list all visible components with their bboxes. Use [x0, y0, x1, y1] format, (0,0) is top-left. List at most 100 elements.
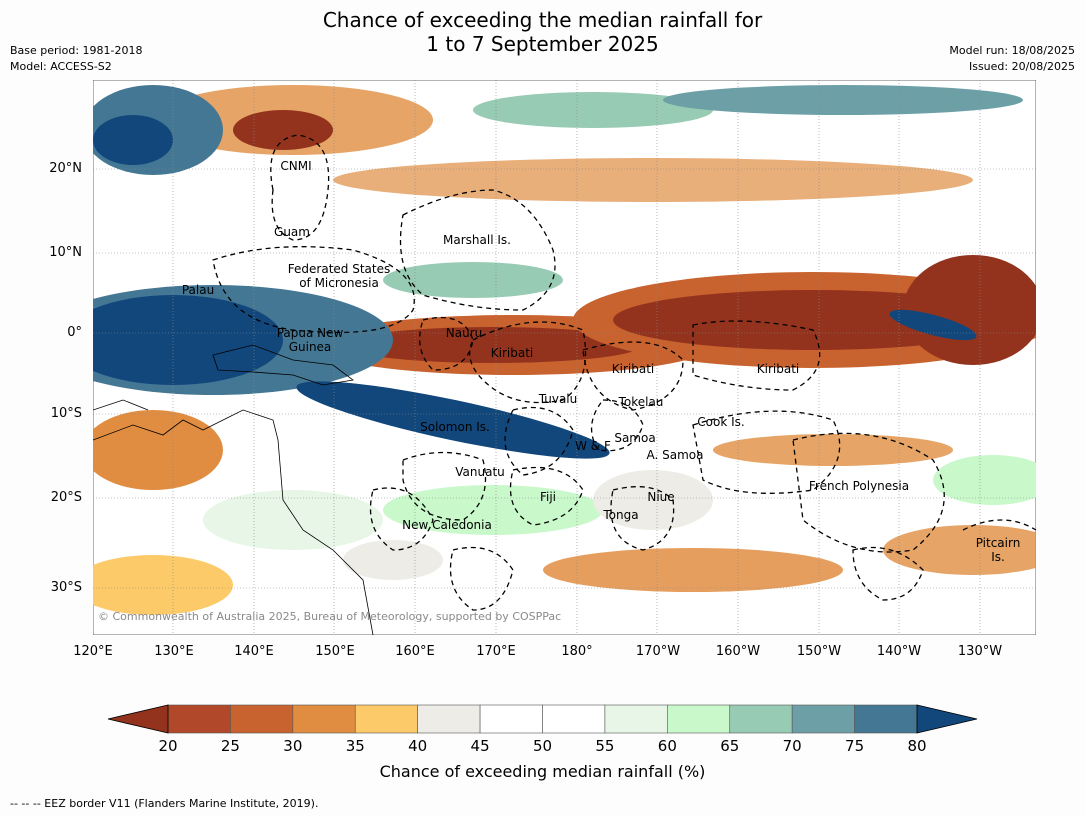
region-label: Kiribati [611, 362, 655, 376]
colorbar-tick-label: 40 [408, 737, 428, 755]
colorbar-label: Chance of exceeding median rainfall (%) [379, 762, 706, 781]
rainfall-field [93, 85, 1036, 615]
latitude-label: 10°N [49, 245, 82, 260]
title-line-2: 1 to 7 September 2025 [426, 32, 659, 56]
longitude-label: 170°E [476, 644, 516, 659]
region-label: Federated States of Micronesia [287, 262, 391, 290]
latitude-label: 0° [67, 325, 82, 340]
wet-anomaly-area [93, 115, 173, 165]
colorbar-high-extension [916, 704, 978, 734]
region-label: French Polynesia [808, 479, 910, 493]
colorbar-segment [667, 704, 731, 734]
wet-anomaly-area [383, 262, 563, 298]
longitude-label: 120°E [73, 644, 113, 659]
colorbar-tick-label: 20 [158, 737, 178, 755]
region-label: W & F [575, 439, 611, 453]
dry-anomaly-area [233, 110, 333, 150]
coastlines [93, 344, 374, 635]
latitude-label: 20°N [49, 161, 82, 176]
gridlines [93, 80, 1036, 635]
wet-anomaly-area [203, 490, 383, 550]
model-name: Model: ACCESS-S2 [10, 60, 112, 73]
eez-borders [212, 134, 1036, 611]
region-label: Kiribati [490, 346, 534, 360]
colorbar-tick-label: 30 [283, 737, 303, 755]
longitude-label: 150°W [796, 644, 842, 659]
wet-anomaly-area [663, 85, 1023, 115]
region-label: Nauru [445, 326, 483, 340]
longitude-label: 160°W [715, 644, 761, 659]
region-label: Kiribati [756, 362, 800, 376]
region-label: Pitcairn Is. [975, 536, 1021, 564]
colorbar-segment [542, 704, 606, 734]
wet-anomaly-area [93, 295, 283, 385]
colorbar-tick-label: 25 [220, 737, 240, 755]
region-label: Guam [274, 225, 310, 239]
region-label: Marshall Is. [443, 233, 511, 247]
latitude-label: 30°S [50, 580, 82, 595]
longitude-label: 130°W [957, 644, 1003, 659]
region-label: Papua New Guinea [276, 326, 344, 354]
region-label: A. Samoa [646, 448, 704, 462]
longitude-label: 140°W [876, 644, 922, 659]
longitude-label: 170°W [635, 644, 681, 659]
neutral-area [343, 540, 443, 580]
dry-anomaly-area [93, 555, 233, 615]
region-label: CNMI [280, 159, 312, 173]
region-label: Niue [647, 490, 675, 504]
dry-anomaly-area [343, 327, 643, 363]
longitude-label: 160°E [395, 644, 435, 659]
colorbar-tick-label: 55 [595, 737, 615, 755]
neutral-area [593, 470, 713, 530]
issued-date: Issued: 20/08/2025 [968, 60, 1075, 73]
colorbar-tick-label: 60 [657, 737, 677, 755]
colorbar-tick-label: 45 [470, 737, 490, 755]
region-label: Tuvalu [538, 392, 578, 406]
map-title: Chance of exceeding the median rainfall … [0, 8, 1085, 56]
colorbar-segment [604, 704, 668, 734]
dry-anomaly-area [883, 525, 1036, 575]
colorbar-tick-label: 80 [907, 737, 927, 755]
colorbar-segment [417, 704, 481, 734]
colorbar [107, 704, 978, 734]
region-label: Samoa [614, 431, 656, 445]
region-label: Fiji [539, 490, 557, 504]
colorbar-low-extension [107, 704, 169, 734]
meta-left: Base period: 1981-2018 Model: ACCESS-S2 [10, 43, 142, 75]
region-label: Solomon Is. [420, 420, 490, 434]
dry-anomaly-area [333, 158, 973, 202]
colorbar-segments [167, 704, 918, 734]
colorbar-segment [230, 704, 294, 734]
dry-anomaly-area [93, 410, 223, 490]
latitude-label: 20°S [50, 490, 82, 505]
longitude-label: 150°E [315, 644, 355, 659]
longitude-label: 130°E [154, 644, 194, 659]
colorbar-tick-label: 35 [345, 737, 365, 755]
wet-anomaly-area [889, 309, 977, 341]
rainfall-map [93, 80, 1036, 635]
colorbar-tick-label: 75 [845, 737, 865, 755]
colorbar-segment [791, 704, 855, 734]
colorbar-tick-label: 65 [720, 737, 740, 755]
wet-anomaly-area [473, 92, 713, 128]
dry-anomaly-area [903, 255, 1036, 365]
title-line-1: Chance of exceeding the median rainfall … [322, 8, 763, 32]
colorbar-segment [729, 704, 793, 734]
colorbar-segment [479, 704, 543, 734]
base-period: Base period: 1981-2018 [10, 44, 143, 57]
region-label: Palau [181, 283, 215, 297]
longitude-label: 180° [561, 644, 593, 659]
region-label: Vanuatu [455, 465, 505, 479]
colorbar-segment [354, 704, 418, 734]
dry-anomaly-area [543, 548, 843, 592]
latitude-label: 10°S [50, 406, 82, 421]
region-label: Tonga [603, 508, 639, 522]
copyright-notice: © Commonwealth of Australia 2025, Bureau… [98, 610, 562, 623]
region-label: Tokelau [618, 395, 664, 409]
wet-anomaly-area [933, 455, 1036, 505]
model-run: Model run: 18/08/2025 [949, 44, 1075, 57]
colorbar-segment [167, 704, 231, 734]
colorbar-tick-label: 70 [782, 737, 802, 755]
colorbar-segment [292, 704, 356, 734]
region-label: Cook Is. [697, 415, 745, 429]
